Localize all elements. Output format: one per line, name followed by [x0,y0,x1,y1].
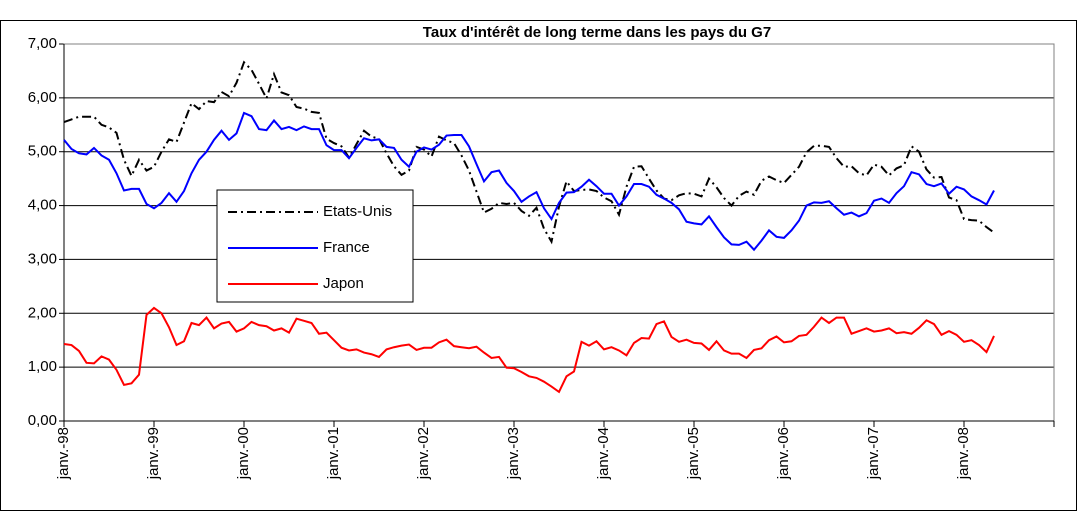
y-tick-label: 3,00 [28,250,57,267]
y-tick-label: 6,00 [28,89,57,106]
series-line [63,60,995,245]
series-line [63,306,995,394]
x-tick-label: janv.-04 [595,427,612,480]
x-tick-label: janv.-07 [865,427,882,480]
y-tick-label: 4,00 [28,197,57,214]
y-tick-label: 0,00 [28,412,57,429]
y-tick-label: 5,00 [28,143,57,160]
legend-label: Etats-Unis [323,203,392,220]
x-tick-label: janv.-00 [235,427,252,480]
series-line [63,111,995,252]
y-tick-label: 1,00 [28,358,57,375]
x-tick-label: janv.-03 [505,427,522,480]
chart-frame [0,20,1077,511]
x-tick-label: janv.-99 [145,427,162,480]
x-tick-label: janv.-02 [415,427,432,480]
y-tick-label: 2,00 [28,304,57,321]
legend-label: France [323,239,370,256]
x-tick-label: janv.-06 [775,427,792,480]
y-tick-label: 7,00 [28,35,57,52]
x-tick-label: janv.-98 [55,427,72,480]
x-tick-label: janv.-05 [685,427,702,480]
x-tick-label: janv.-08 [955,427,972,480]
x-tick-label: janv.-01 [325,427,342,480]
chart-title: Taux d'intérêt de long terme dans les pa… [423,24,771,41]
legend-label: Japon [323,275,364,292]
